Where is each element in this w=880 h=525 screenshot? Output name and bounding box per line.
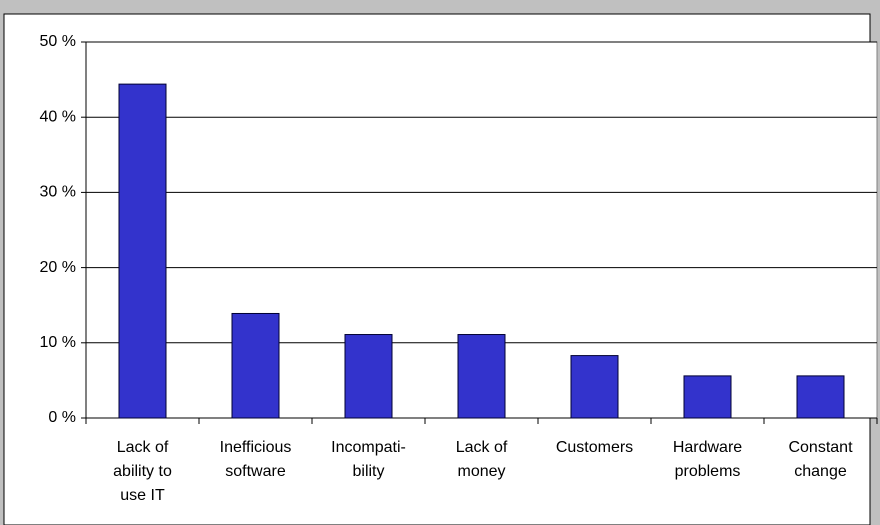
bar bbox=[231, 312, 280, 419]
bar bbox=[683, 375, 732, 419]
label-line: use IT bbox=[120, 487, 165, 504]
label-line: Incompati- bbox=[331, 439, 406, 456]
x-tick-label: Inefficious software bbox=[220, 439, 292, 480]
label-line: Constant bbox=[788, 439, 853, 456]
label-line: software bbox=[225, 463, 286, 480]
bar bbox=[796, 375, 845, 419]
label-line: Hardware bbox=[673, 439, 742, 456]
label-line: money bbox=[457, 463, 505, 480]
label-line: Lack of bbox=[456, 439, 508, 456]
label-line: bility bbox=[352, 463, 384, 480]
bar bbox=[457, 334, 506, 419]
bar bbox=[118, 83, 167, 419]
y-tick-label: 30 % bbox=[40, 184, 76, 201]
x-tick-label: Lack of ability to use IT bbox=[113, 439, 172, 504]
y-tick-label: 0 % bbox=[48, 409, 76, 426]
x-tick-label: Constant change bbox=[788, 439, 853, 480]
label-line: Lack of bbox=[117, 439, 169, 456]
label-line: Customers bbox=[556, 439, 633, 456]
x-tick-label: Hardware problems bbox=[673, 439, 742, 480]
label-line: ability to bbox=[113, 463, 172, 480]
y-tick-label: 20 % bbox=[40, 259, 76, 276]
bar bbox=[570, 355, 619, 419]
y-tick-label: 10 % bbox=[40, 334, 76, 351]
x-tick-label: Incompati-bility bbox=[331, 439, 406, 480]
y-tick-label: 40 % bbox=[40, 108, 76, 125]
bar bbox=[344, 334, 393, 419]
label-line: change bbox=[794, 463, 847, 480]
y-tick-label: 50 % bbox=[40, 33, 76, 50]
label-line: Inefficious bbox=[220, 439, 292, 456]
x-tick-label: Customers bbox=[556, 439, 633, 456]
x-tick-label: Lack of money bbox=[456, 439, 508, 480]
label-line: problems bbox=[675, 463, 741, 480]
